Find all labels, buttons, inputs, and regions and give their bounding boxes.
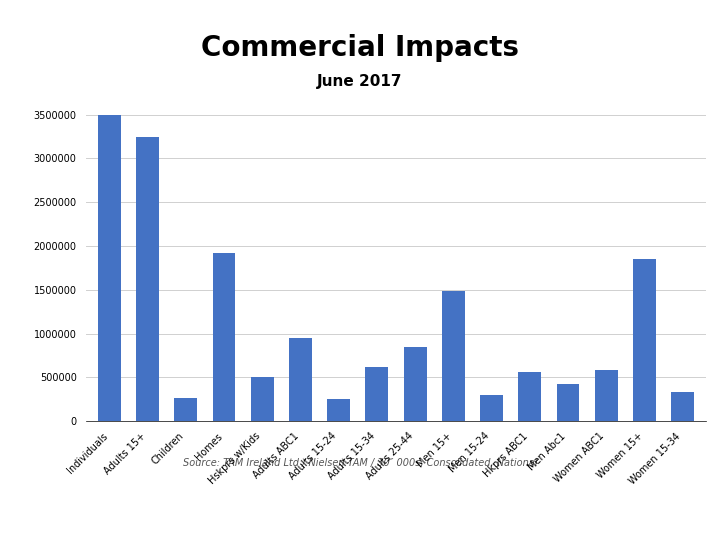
Text: June 2017: June 2017: [318, 74, 402, 89]
Bar: [671, 392, 694, 421]
Text: Source: TAM Ireland Ltd / Nielsen TAM / 30″ 000s, Consolidated, National: Source: TAM Ireland Ltd / Nielsen TAM / …: [183, 457, 537, 468]
Bar: [557, 384, 580, 421]
Bar: [136, 137, 159, 421]
Bar: [404, 347, 426, 421]
Bar: [480, 395, 503, 421]
Bar: [212, 253, 235, 421]
Bar: [595, 369, 618, 421]
Bar: [633, 259, 656, 421]
Bar: [251, 377, 274, 421]
Bar: [289, 338, 312, 421]
Bar: [366, 367, 388, 421]
Bar: [442, 291, 465, 421]
Bar: [98, 114, 121, 421]
Text: Commercial Impacts: Commercial Impacts: [201, 34, 519, 62]
Bar: [518, 372, 541, 421]
Bar: [174, 397, 197, 421]
Bar: [327, 399, 350, 421]
